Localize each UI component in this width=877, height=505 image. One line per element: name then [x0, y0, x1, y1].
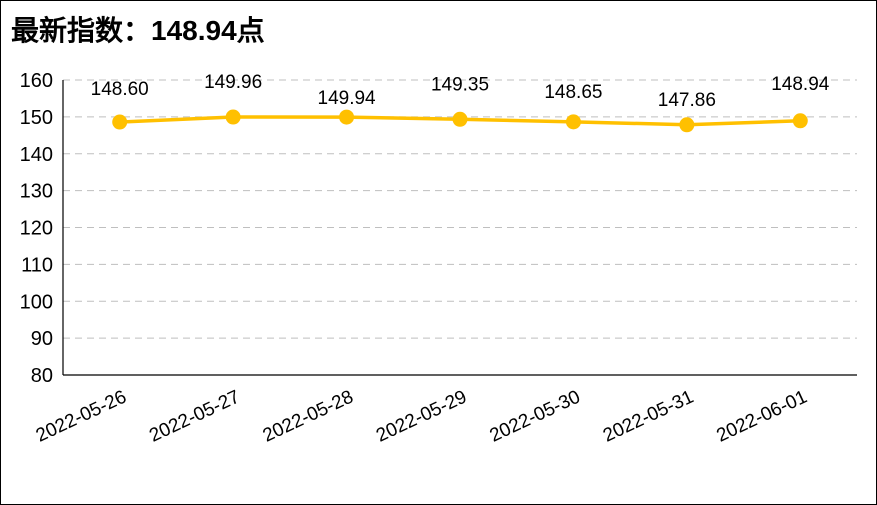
index-line-chart: 80 90 100 110 120 130 140 150 160 148.60 2022-05-2…	[20, 70, 857, 446]
x-axis-tick-label: 2022-05-31	[600, 386, 697, 446]
x-axis-tick-label: 2022-05-28	[260, 386, 357, 446]
data-point	[792, 112, 808, 128]
data-point-label: 148.60	[91, 79, 149, 100]
y-axis-tick-label: 160	[20, 70, 53, 92]
x-axis-tick-label: 2022-05-30	[487, 386, 584, 446]
data-point	[565, 113, 581, 129]
y-axis-tick-label: 150	[20, 106, 53, 128]
data-point	[339, 109, 355, 125]
data-point-label: 149.96	[204, 72, 262, 93]
y-axis-tick-label: 80	[31, 365, 53, 387]
data-point-label: 149.94	[318, 88, 377, 109]
x-axis-tick-label: 2022-06-01	[713, 386, 810, 446]
data-point-label: 148.65	[544, 81, 602, 102]
y-axis-tick-label: 90	[31, 328, 53, 350]
y-axis-tick-label: 130	[20, 180, 53, 202]
y-axis-tick-label: 100	[20, 291, 53, 313]
x-axis-tick-label: 2022-05-29	[373, 386, 470, 446]
data-point	[112, 114, 128, 130]
data-point	[225, 109, 241, 125]
data-point-label: 148.94	[771, 73, 830, 94]
chart-title: 最新指数：148.94点	[11, 15, 265, 46]
data-point-label: 147.86	[658, 89, 716, 110]
y-axis-tick-label: 140	[20, 143, 53, 165]
data-point-label: 149.35	[431, 74, 489, 95]
data-point	[679, 116, 695, 132]
data-point	[452, 111, 468, 127]
y-axis-tick-label: 110	[21, 254, 53, 276]
y-axis-tick-label: 120	[20, 217, 53, 239]
x-axis-tick-label: 2022-05-26	[33, 386, 130, 446]
x-axis-tick-label: 2022-05-27	[146, 386, 243, 446]
